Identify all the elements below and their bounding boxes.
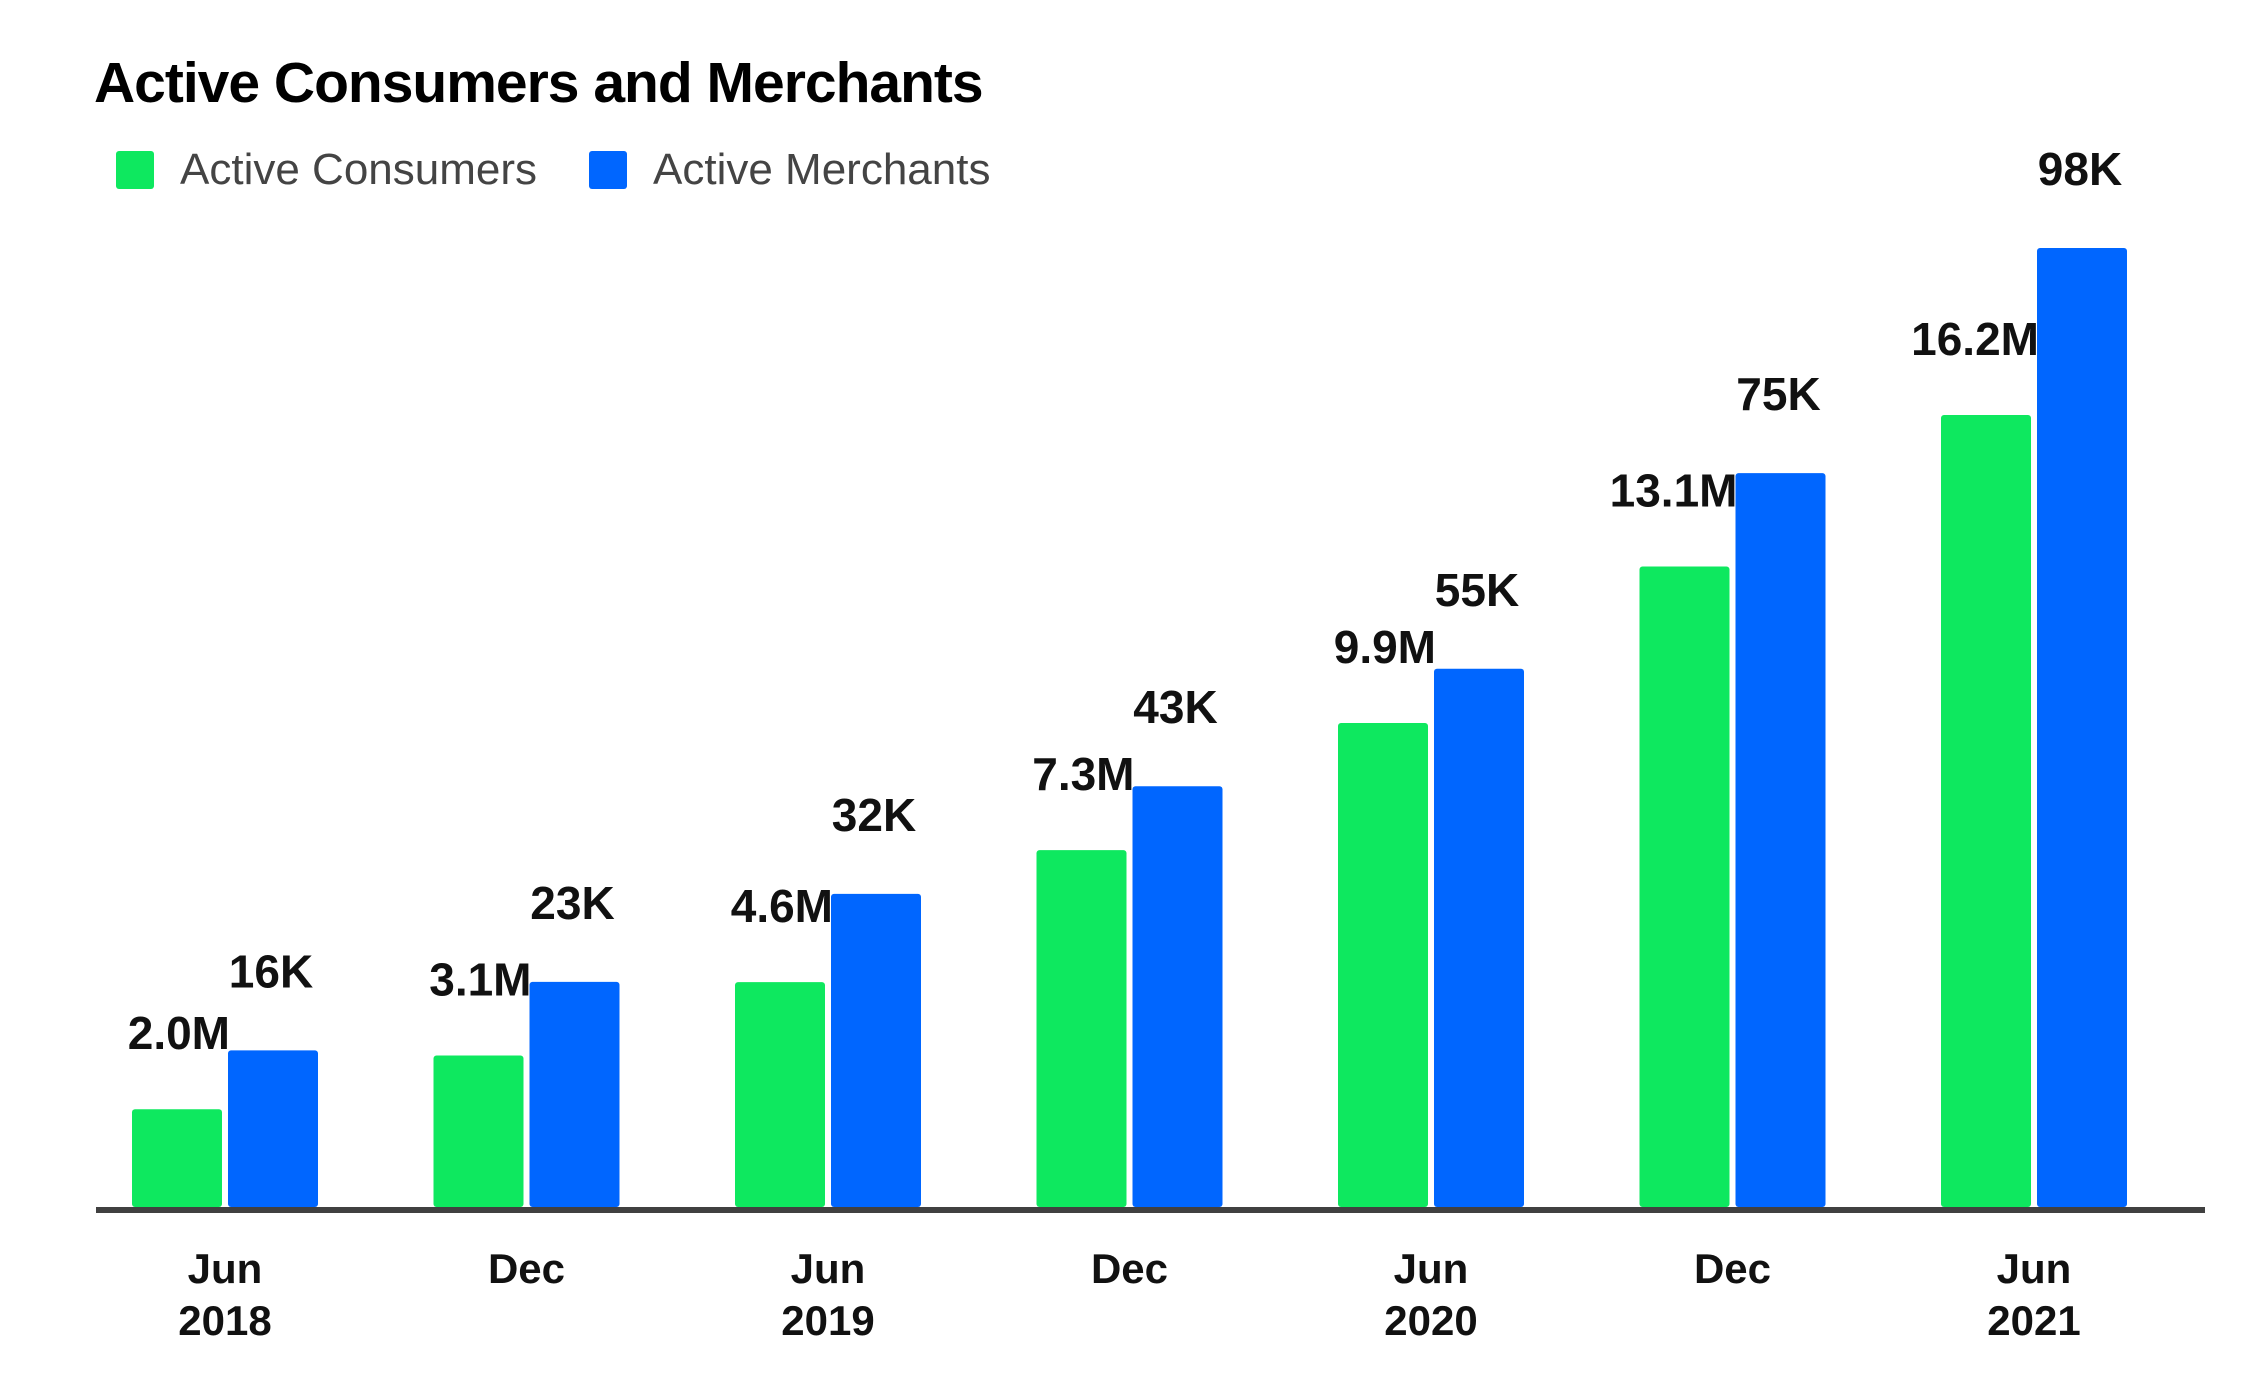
x-tick-label-4-0: Jun [1394,1245,1469,1292]
legend-label-consumers: Active Consumers [180,145,538,194]
legend-item-consumers: Active Consumers [116,145,537,195]
bar-merchants-5 [1735,473,1826,1208]
legend-item-merchants: Active Merchants [589,145,990,195]
bar-consumers-0 [132,1109,222,1207]
data-label-merchants-1: 23K [530,877,614,929]
legend-label-merchants: Active Merchants [653,145,991,194]
x-tick-label-6-0: Jun [1997,1245,2072,1292]
x-tick-label-2-0: Jun [791,1245,866,1292]
bar-consumers-1 [433,1055,524,1207]
x-tick-label-6-1: 2021 [1987,1297,2080,1344]
bar-merchants-0 [228,1050,318,1207]
bar-consumers-6 [1941,415,2031,1207]
bar-consumers-3 [1036,850,1127,1207]
bar-consumers-5 [1639,566,1730,1207]
chart-title: Active Consumers and Merchants [94,51,984,115]
bar-merchants-3 [1132,786,1223,1207]
x-tick-label-0-1: 2018 [178,1297,271,1344]
legend-swatch-consumers [116,151,154,189]
x-tick-label-5-0: Dec [1694,1245,1771,1292]
x-tick-label-3-0: Dec [1091,1245,1168,1292]
legend-swatch-merchants [589,151,628,189]
data-label-consumers-1: 3.1M [429,953,531,1005]
bar-consumers-4 [1338,723,1428,1207]
data-label-merchants-6: 98K [2038,143,2122,195]
bar-merchants-1 [529,981,620,1207]
chart-legend: Active Consumers Active Merchants [116,145,1042,195]
bar-merchants-4 [1434,668,1524,1207]
data-label-merchants-4: 55K [1435,564,1519,616]
bar-consumers-2 [735,982,825,1207]
bar-merchants-6 [2037,248,2127,1207]
data-label-merchants-5: 75K [1736,368,1820,420]
bar-merchants-2 [831,893,921,1207]
x-tick-label-4-1: 2020 [1384,1297,1477,1344]
data-label-consumers-6: 16.2M [1911,313,2039,365]
x-tick-label-1-0: Dec [488,1245,565,1292]
data-label-merchants-3: 43K [1133,681,1217,733]
x-tick-label-0-0: Jun [188,1245,263,1292]
data-label-consumers-0: 2.0M [128,1007,230,1059]
data-label-merchants-2: 32K [832,789,916,841]
data-label-consumers-5: 13.1M [1610,465,1738,517]
data-label-consumers-3: 7.3M [1032,748,1134,800]
data-label-consumers-2: 4.6M [731,880,833,932]
data-label-merchants-0: 16K [229,945,313,997]
x-tick-label-2-1: 2019 [781,1297,874,1344]
data-label-consumers-4: 9.9M [1334,621,1436,673]
